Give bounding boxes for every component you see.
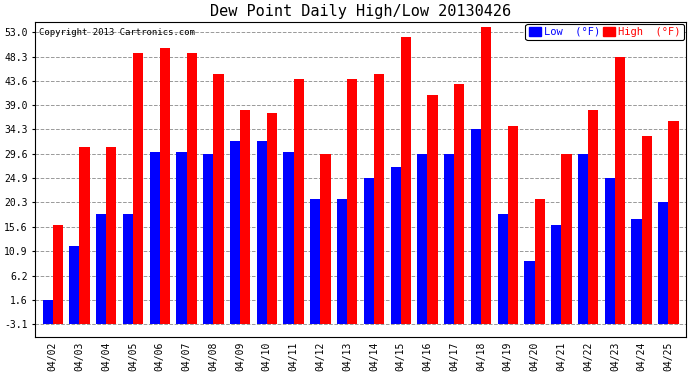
Bar xyxy=(401,38,411,324)
Bar xyxy=(391,168,401,324)
Bar xyxy=(551,225,562,324)
Bar xyxy=(428,94,437,324)
Bar xyxy=(417,154,428,324)
Bar xyxy=(642,136,652,324)
Bar xyxy=(631,219,642,324)
Bar xyxy=(257,141,267,324)
Bar xyxy=(454,84,464,324)
Bar xyxy=(240,110,250,324)
Bar xyxy=(79,147,90,324)
Bar xyxy=(52,225,63,324)
Bar xyxy=(294,79,304,324)
Bar xyxy=(471,129,481,324)
Bar xyxy=(150,152,160,324)
Bar xyxy=(320,154,331,324)
Bar xyxy=(213,74,224,324)
Bar xyxy=(133,53,144,324)
Bar xyxy=(186,53,197,324)
Bar xyxy=(481,27,491,324)
Bar xyxy=(69,246,79,324)
Bar xyxy=(374,74,384,324)
Bar xyxy=(96,214,106,324)
Title: Dew Point Daily High/Low 20130426: Dew Point Daily High/Low 20130426 xyxy=(210,4,511,19)
Bar xyxy=(43,300,52,324)
Bar xyxy=(284,152,294,324)
Bar xyxy=(562,154,571,324)
Bar xyxy=(230,141,240,324)
Text: Copyright 2013 Cartronics.com: Copyright 2013 Cartronics.com xyxy=(39,28,195,37)
Legend: Low  (°F), High  (°F): Low (°F), High (°F) xyxy=(525,24,684,40)
Bar xyxy=(177,152,186,324)
Bar xyxy=(578,154,588,324)
Bar xyxy=(106,147,117,324)
Bar xyxy=(588,110,598,324)
Bar xyxy=(535,199,544,324)
Bar xyxy=(364,178,374,324)
Bar xyxy=(123,214,133,324)
Bar xyxy=(203,154,213,324)
Bar xyxy=(615,57,625,324)
Bar xyxy=(444,154,454,324)
Bar xyxy=(347,79,357,324)
Bar xyxy=(160,48,170,324)
Bar xyxy=(508,126,518,324)
Bar xyxy=(337,199,347,324)
Bar xyxy=(669,121,678,324)
Bar xyxy=(524,261,535,324)
Bar xyxy=(497,214,508,324)
Bar xyxy=(267,113,277,324)
Bar xyxy=(604,178,615,324)
Bar xyxy=(310,199,320,324)
Bar xyxy=(658,202,669,324)
